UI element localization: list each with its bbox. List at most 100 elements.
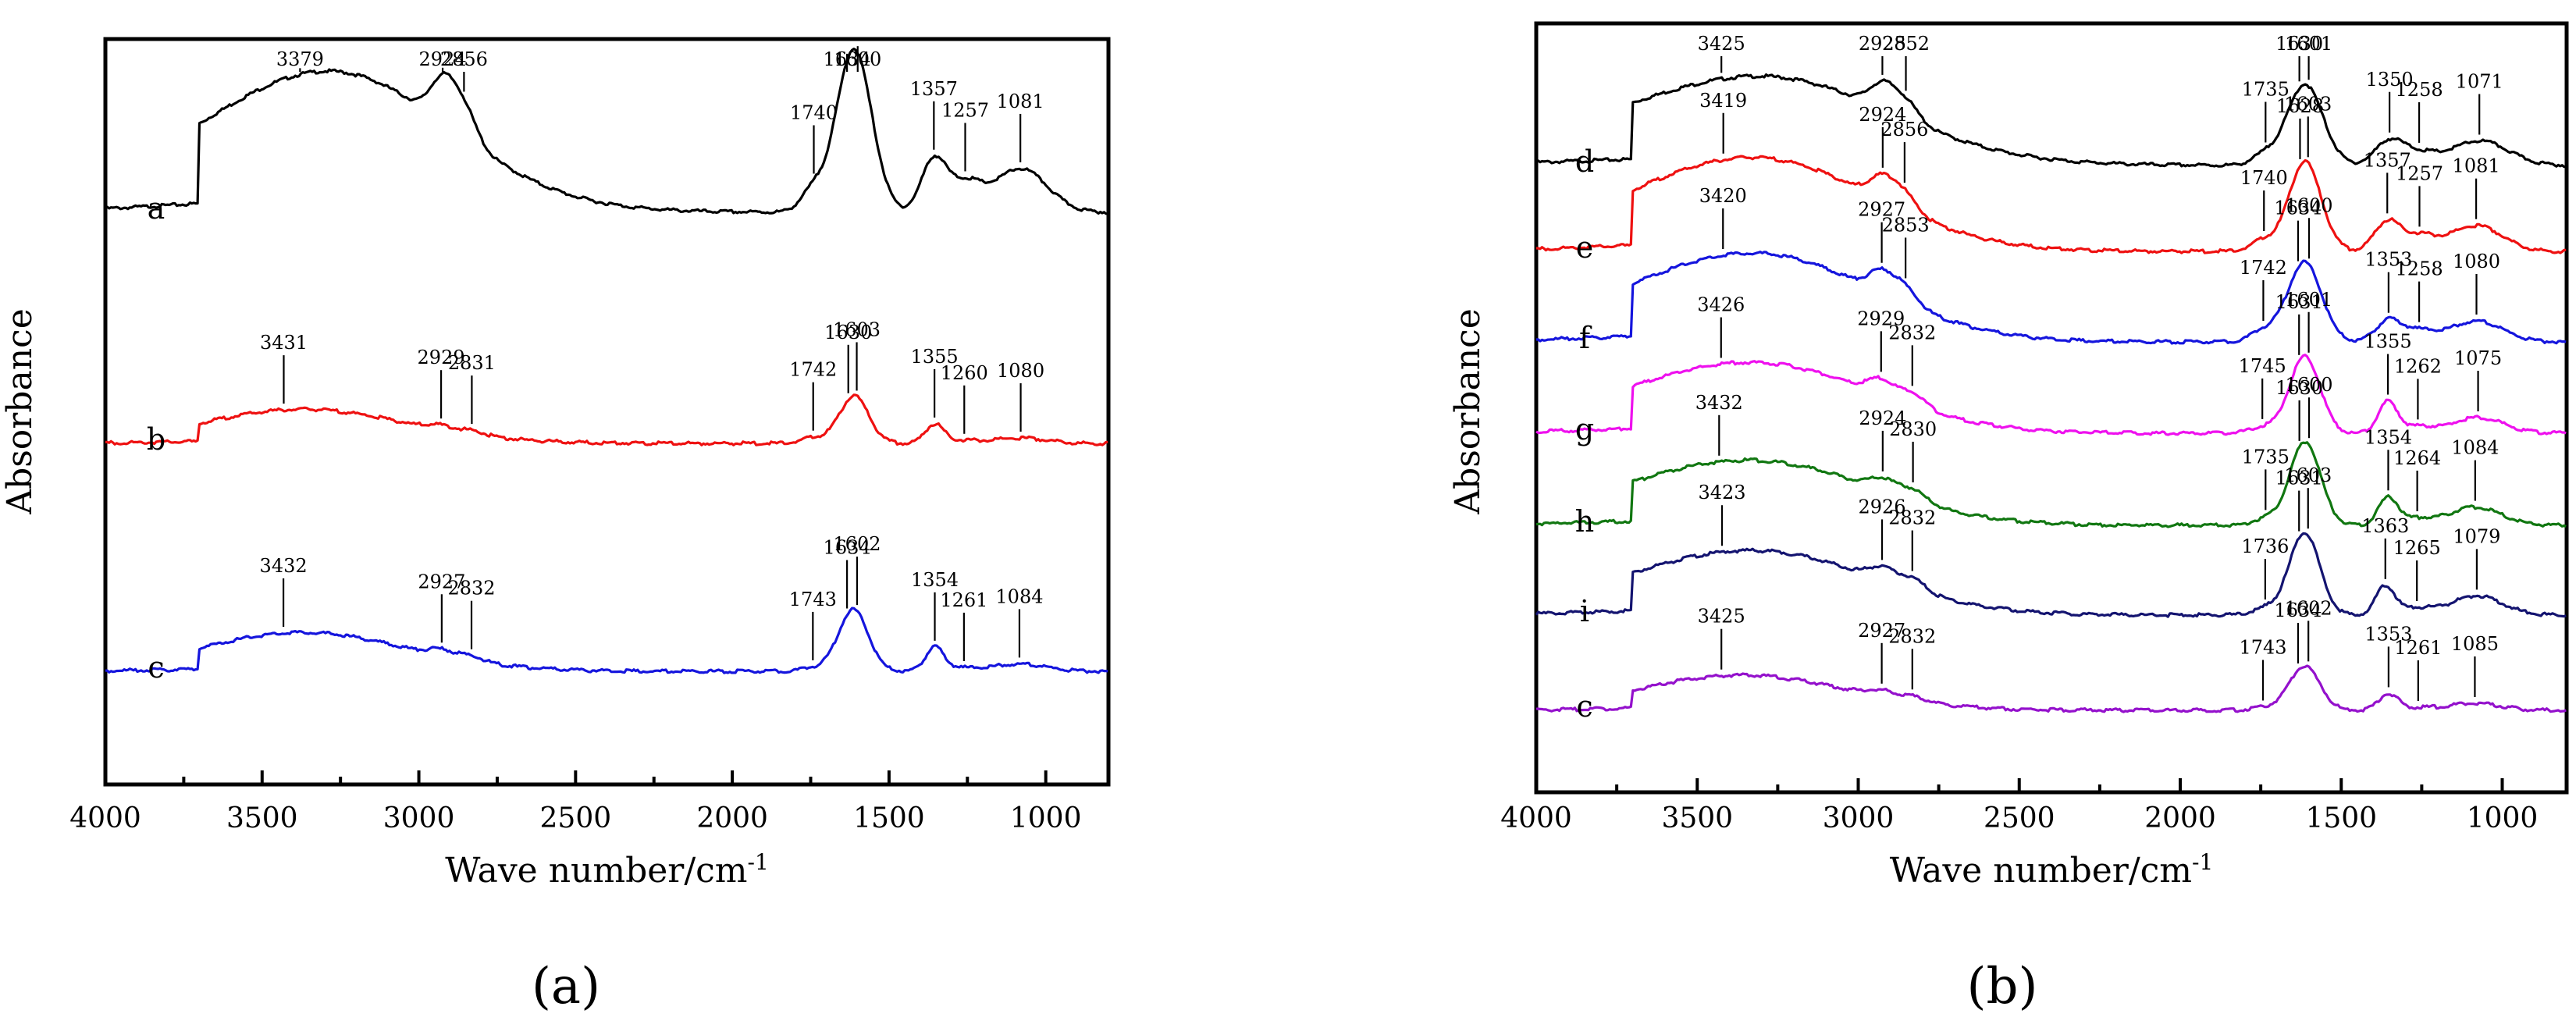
peak-label: 1079	[2453, 525, 2500, 547]
peak-label: 1634	[2274, 197, 2322, 219]
series-label-f: f	[1579, 321, 1592, 355]
series-line-e	[1536, 155, 2567, 254]
peak-label: 1355	[2364, 331, 2412, 353]
peak-label: 3420	[1699, 185, 1747, 207]
series-line-d	[1535, 73, 2567, 169]
x-tick-label: 3500	[226, 802, 298, 834]
peak-label: 1740	[2240, 167, 2288, 189]
peak-label: 1357	[2364, 149, 2411, 171]
peak-label: 1742	[789, 359, 837, 381]
peak-label: 2926	[1858, 496, 1905, 518]
peak-label: 2831	[448, 352, 496, 374]
x-tick-label: 4000	[69, 802, 141, 834]
peak-label: 1634	[824, 537, 871, 559]
peak-label: 1084	[2451, 437, 2499, 459]
series-label-e: e	[1576, 230, 1594, 265]
peak-label: 1742	[2240, 257, 2287, 279]
peak-label: 1085	[2451, 633, 2499, 655]
peak-label: 2832	[447, 578, 495, 599]
peak-label: 2852	[1882, 33, 1930, 55]
series-label-a: a	[148, 191, 165, 226]
peak-label: 1262	[2394, 355, 2442, 377]
x-axis-title-superscript: -1	[2192, 849, 2213, 875]
series-label-g: g	[1575, 412, 1594, 446]
series-line-b	[105, 393, 1108, 446]
x-tick-label: 1000	[1010, 802, 1082, 834]
x-tick-label: 3500	[1661, 802, 1733, 834]
peak-label: 2832	[1888, 507, 1936, 529]
panel-caption: (a)	[532, 958, 600, 1016]
peak-label: 1353	[2364, 249, 2412, 271]
y-axis-title: Absorbance	[0, 308, 40, 514]
panel-caption: (b)	[1967, 958, 2038, 1016]
peak-label: 1355	[911, 346, 959, 368]
peak-label: 2927	[1858, 620, 1905, 642]
x-tick-label: 4000	[1500, 802, 1572, 834]
x-tick-label: 1500	[2305, 802, 2377, 834]
peak-label: 2832	[1888, 625, 1936, 647]
series-label-c: c	[148, 650, 164, 685]
peak-label: 1634	[2274, 599, 2322, 621]
peak-label: 3426	[1697, 293, 1745, 315]
peak-label: 1264	[2393, 447, 2441, 469]
peak-label: 3425	[1698, 606, 1745, 628]
peak-label: 1357	[910, 78, 958, 100]
peak-label: 2924	[1859, 407, 1906, 429]
peak-label: 1080	[997, 360, 1044, 382]
peak-label: 2856	[1880, 119, 1928, 141]
peak-label: 1258	[2396, 258, 2443, 280]
series-label-b: b	[147, 422, 165, 457]
peak-label: 1257	[2396, 162, 2443, 184]
peak-label: 2856	[440, 48, 488, 70]
peak-label: 1740	[790, 101, 838, 123]
peak-label: 1261	[940, 589, 987, 611]
peak-label: 1603	[833, 318, 881, 340]
plot-frame	[1534, 21, 2569, 795]
peak-label: 1736	[2241, 535, 2289, 557]
peak-label: 1601	[2285, 289, 2332, 311]
x-axis-title: Wave number/cm-1	[1890, 849, 2214, 891]
peak-label: 2925	[1859, 33, 1906, 55]
peak-label: 1075	[2454, 347, 2502, 369]
peak-label: 1350	[2366, 69, 2414, 91]
x-tick-label: 3000	[1823, 802, 1895, 834]
peak-label: 1603	[2284, 93, 2332, 115]
peak-label: 1600	[2285, 374, 2332, 396]
series-label-i: i	[1580, 594, 1589, 628]
peak-label: 2832	[1888, 322, 1936, 343]
y-axis-title: Absorbance	[1448, 308, 1488, 514]
peak-label: 3425	[1698, 33, 1745, 55]
peak-label: 3432	[260, 555, 308, 577]
peak-label: 1630	[2275, 33, 2323, 55]
x-axis-title-main: Wave number/cm	[445, 851, 747, 891]
x-tick-label: 2500	[1984, 802, 2055, 834]
x-tick-label: 2000	[2144, 802, 2216, 834]
peak-label: 1631	[2275, 291, 2323, 313]
peak-label: 1258	[2396, 79, 2443, 101]
series-line-c	[105, 606, 1108, 674]
series-line-g	[1535, 354, 2567, 436]
x-tick-label: 3000	[383, 802, 455, 834]
peak-label: 1735	[2242, 446, 2290, 468]
peak-label: 3419	[1699, 90, 1747, 112]
peak-label: 1735	[2242, 78, 2290, 100]
peak-label: 1353	[2364, 623, 2412, 645]
peak-label: 3379	[276, 48, 324, 70]
peak-label: 1354	[911, 569, 959, 591]
panel-b: 4000 3500 3000 2500 2000 1500 1000 Wave number/…	[1448, 21, 2569, 1016]
peak-label: 2929	[418, 347, 465, 368]
peak-label: 2927	[1858, 199, 1905, 221]
peak-label: 1743	[2239, 636, 2286, 658]
peak-label: 2853	[1882, 214, 1930, 236]
panel-a: 4000 3500 3000 2500 2000 1500 1000 Wave number/…	[0, 37, 1111, 1016]
peak-label: 1261	[2394, 637, 2442, 659]
peak-label: 1257	[941, 99, 989, 121]
series-line-i	[1535, 532, 2567, 618]
peak-label: 1631	[2275, 468, 2323, 489]
peak-label: 1600	[834, 48, 881, 70]
peak-label: 1745	[2239, 355, 2286, 377]
peak-label: 1628	[2276, 95, 2324, 117]
peak-label: 3423	[1698, 482, 1745, 503]
peak-label: 1600	[2285, 194, 2332, 216]
